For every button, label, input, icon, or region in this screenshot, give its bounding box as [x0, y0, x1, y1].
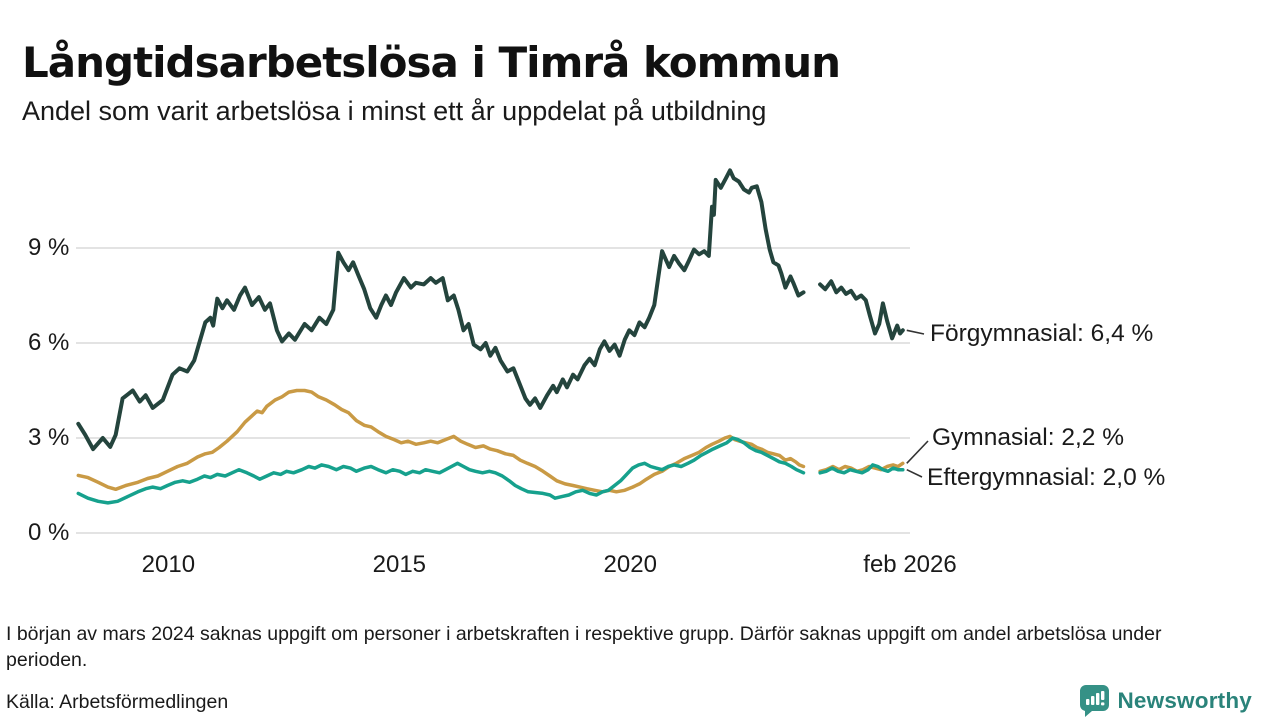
series-label-gymnasial: Gymnasial: 2,2 %	[932, 424, 1124, 451]
series-label-forgymnasial: Förgymnasial: 6,4 %	[930, 320, 1154, 347]
x-axis-tick-2010: 2010	[141, 551, 196, 578]
series-label-eftergymnasial: Eftergymnasial: 2,0 %	[927, 464, 1166, 491]
y-axis-tick-6: 6 %	[28, 329, 70, 356]
newsworthy-wordmark: Newsworthy	[1117, 687, 1252, 713]
x-axis-tick-2015: 2015	[372, 551, 427, 578]
y-axis-tick-9: 9 %	[28, 234, 70, 261]
x-axis-tick-feb-2026: feb 2026	[863, 551, 957, 578]
page-subtitle: Andel som varit arbetslösa i minst ett å…	[22, 96, 767, 126]
x-axis-tick-2020: 2020	[603, 551, 657, 578]
y-axis-tick-0: 0 %	[28, 519, 70, 546]
y-axis-tick-3: 3 %	[28, 424, 70, 451]
source-text: Källa: Arbetsförmedlingen	[6, 691, 229, 713]
newsworthy-bubble-chart-icon	[1079, 684, 1110, 717]
footnote-text: I början av mars 2024 saknas uppgift om …	[6, 623, 1162, 671]
newsworthy-logo: Newsworthy	[1079, 684, 1252, 717]
page-title: Långtidsarbetslösa i Timrå kommun	[22, 38, 841, 88]
